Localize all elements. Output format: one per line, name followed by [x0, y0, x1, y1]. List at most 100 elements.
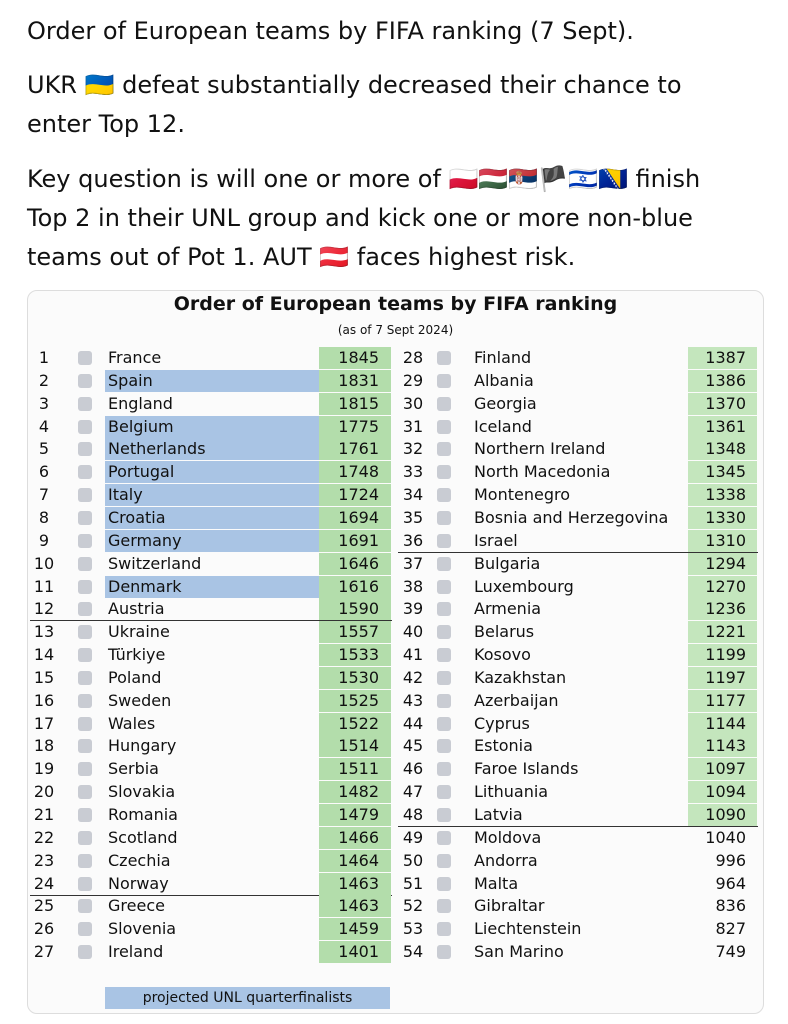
flag-icon [78, 830, 92, 845]
team-name: Israel [474, 530, 518, 550]
flag-icon [437, 945, 451, 960]
rank: 47 [402, 782, 424, 802]
points-shade [688, 529, 757, 552]
rank: 7 [38, 485, 50, 505]
points: 1236 [705, 599, 746, 619]
points: 1310 [705, 530, 746, 550]
flag-icon [78, 945, 92, 960]
points: 1724 [338, 485, 379, 505]
points-shade [688, 689, 757, 712]
points-shade [688, 347, 757, 369]
points: 1143 [705, 736, 746, 756]
points-shade [688, 461, 757, 484]
flag-icon [437, 762, 451, 777]
team-name: Latvia [474, 805, 523, 824]
team-name: San Marino [474, 942, 564, 962]
points-shade [319, 918, 391, 941]
points: 1694 [338, 507, 379, 527]
flag-icon [78, 716, 92, 731]
points-shade [319, 644, 391, 667]
flag-icon [437, 510, 451, 525]
points-shade [319, 529, 391, 552]
points-shade [688, 644, 757, 667]
separator [398, 551, 758, 553]
rank: 33 [402, 462, 424, 482]
team-name: Northern Ireland [474, 439, 606, 459]
points: 1040 [705, 827, 746, 847]
points-shade [688, 369, 757, 392]
flag-icon [78, 510, 92, 525]
separator [398, 826, 758, 827]
team-name: England [108, 393, 173, 413]
points: 1533 [338, 645, 379, 665]
points-shade [319, 552, 391, 575]
flag-icon [437, 876, 451, 891]
post-text: UKR 🇺🇦 defeat substantially decreased th… [27, 71, 682, 138]
points-shade [319, 506, 391, 529]
team-name: Andorra [474, 850, 538, 870]
points: 1338 [705, 485, 746, 505]
points: 1094 [705, 782, 746, 802]
flag-icon [78, 442, 92, 457]
team-name: Slovakia [108, 782, 176, 802]
rank: 53 [402, 919, 424, 939]
flag-icon [437, 396, 451, 411]
flag-icon [437, 808, 451, 822]
team-name: Scotland [108, 827, 178, 847]
team-name: Azerbaijan [474, 690, 559, 710]
flag-icon [437, 922, 451, 937]
points-shade [319, 895, 391, 918]
rank: 15 [33, 667, 55, 687]
rank: 28 [402, 348, 424, 367]
flag-icon [437, 625, 451, 640]
team-name: Bosnia and Herzegovina [474, 507, 669, 527]
rank: 45 [402, 736, 424, 756]
rank: 10 [33, 553, 55, 573]
points-shade [688, 506, 757, 529]
team-name: Cyprus [474, 713, 530, 733]
points: 1330 [705, 507, 746, 527]
points: 1387 [705, 348, 746, 367]
points: 1097 [705, 759, 746, 779]
points: 1482 [338, 782, 379, 802]
rank: 44 [402, 713, 424, 733]
rank: 3 [38, 393, 50, 413]
flag-icon [437, 602, 451, 617]
points-shade [319, 941, 391, 964]
team-name: Luxembourg [474, 576, 574, 596]
team-name: Liechtenstein [474, 919, 582, 939]
points-shade [319, 575, 391, 598]
flag-icon [78, 396, 92, 411]
flag-icon [78, 693, 92, 708]
rank: 49 [402, 827, 424, 847]
flag-icon [78, 670, 92, 685]
points-shade [688, 804, 757, 826]
points-shade [688, 484, 757, 507]
points-shade [319, 598, 391, 621]
points-shade [319, 621, 391, 644]
team-name: Netherlands [108, 439, 206, 459]
rank: 22 [33, 827, 55, 847]
rank: 30 [402, 393, 424, 413]
points-shade [688, 575, 757, 598]
team-name: Hungary [108, 736, 177, 756]
points: 749 [715, 942, 746, 962]
points: 1845 [338, 348, 379, 367]
team-name: Sweden [108, 690, 172, 710]
flag-icon [78, 488, 92, 503]
rank: 43 [402, 690, 424, 710]
flag-icon [437, 351, 451, 365]
rank: 23 [33, 850, 55, 870]
points-shade [688, 735, 757, 758]
rank: 39 [402, 599, 424, 619]
points: 1557 [338, 622, 379, 642]
rank: 37 [402, 553, 424, 573]
points: 1370 [705, 393, 746, 413]
flag-icon [78, 785, 92, 800]
team-name: Iceland [474, 416, 532, 436]
team-name: Portugal [108, 462, 175, 482]
points: 1144 [705, 713, 746, 733]
points-shade [319, 484, 391, 507]
points-shade [688, 621, 757, 644]
points: 836 [715, 896, 746, 916]
